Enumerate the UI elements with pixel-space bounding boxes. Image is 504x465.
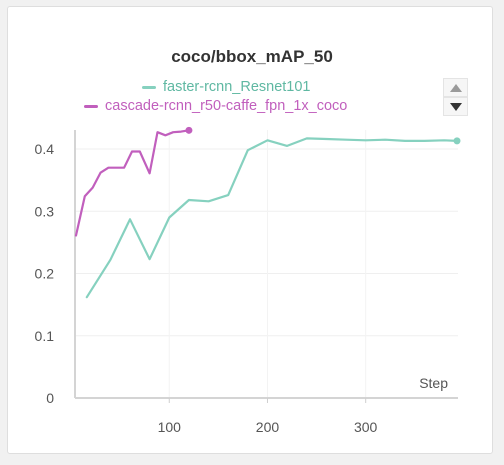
chart-title: coco/bbox_mAP_50	[171, 47, 333, 66]
legend-label-faster-rcnn: faster-rcnn_Resnet101	[163, 79, 311, 95]
legend-scroll-up-button[interactable]	[443, 78, 468, 97]
triangle-down-icon	[449, 102, 462, 111]
y-tick-label: 0.4	[35, 141, 55, 157]
legend-item-faster-rcnn[interactable]: faster-rcnn_Resnet101	[142, 78, 311, 96]
series-line-cascade-rcnn	[74, 129, 190, 237]
chart-panel	[7, 6, 493, 454]
series-line-faster-rcnn	[85, 137, 459, 299]
y-tick-label: 0.2	[35, 266, 55, 282]
y-tick-label: 0.1	[35, 328, 55, 344]
series-endpoint-cascade-rcnn	[185, 126, 193, 134]
legend-swatch-cascade-rcnn	[84, 104, 98, 108]
series-endpoint-faster-rcnn	[453, 137, 461, 145]
triangle-up-icon	[449, 83, 462, 92]
y-tick-label: 0.3	[35, 203, 55, 219]
legend-scroll-down-button[interactable]	[443, 97, 468, 116]
y-tick-label: 0	[46, 390, 54, 406]
legend-item-cascade-rcnn[interactable]: cascade-rcnn_r50-caffe_fpn_1x_coco	[84, 97, 347, 115]
x-axis-label: Step	[419, 375, 448, 391]
x-tick-label: 100	[158, 419, 182, 435]
x-tick-label: 200	[256, 419, 280, 435]
legend-swatch-faster-rcnn	[142, 85, 156, 89]
legend-label-cascade-rcnn: cascade-rcnn_r50-caffe_fpn_1x_coco	[105, 98, 348, 114]
x-tick-label: 300	[354, 419, 378, 435]
